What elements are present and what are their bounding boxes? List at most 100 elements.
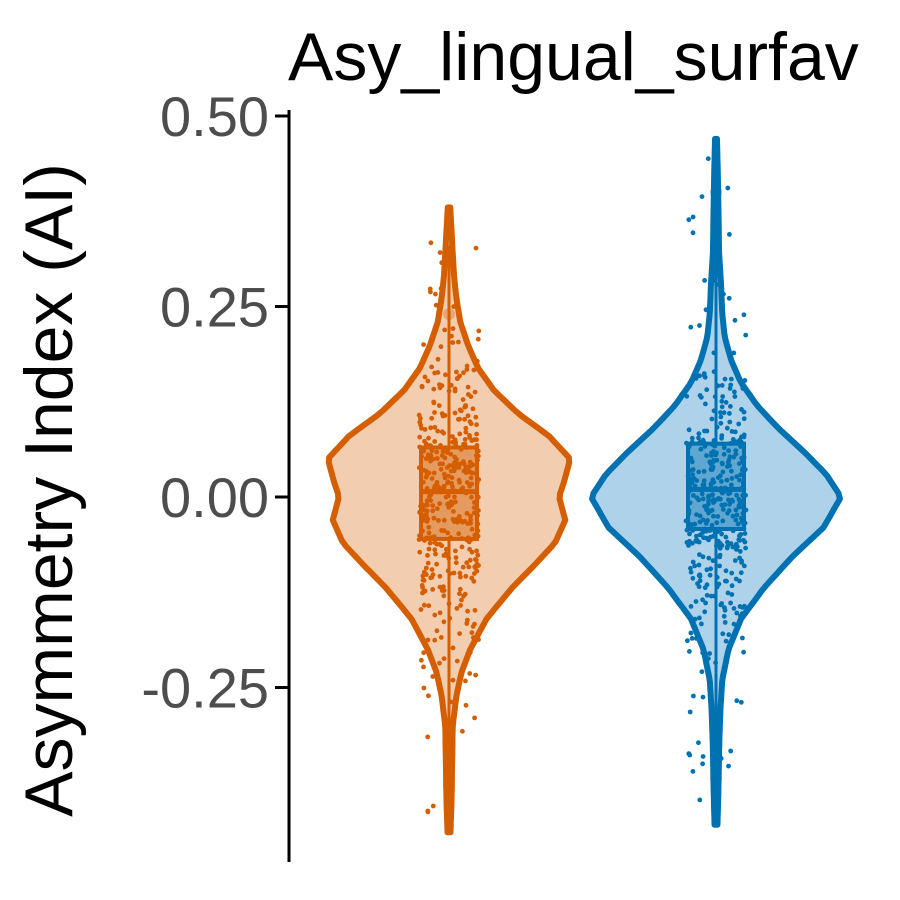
data-point [435, 428, 441, 434]
data-point [475, 448, 481, 454]
data-point [742, 378, 748, 383]
data-point [688, 565, 693, 571]
data-point [698, 394, 704, 400]
data-point [461, 459, 466, 464]
data-point [437, 660, 442, 666]
data-point [427, 540, 433, 546]
data-point [696, 469, 702, 475]
data-point [457, 480, 462, 485]
data-point [687, 531, 692, 537]
data-point [717, 541, 723, 546]
data-point [740, 635, 745, 641]
data-point [467, 435, 473, 440]
data-point [466, 464, 472, 470]
data-point [700, 694, 706, 700]
data-point [421, 685, 427, 691]
data-point [425, 502, 430, 508]
data-point [450, 326, 456, 331]
data-point [419, 454, 425, 459]
outlier-point [710, 772, 722, 785]
data-point [454, 369, 459, 375]
data-point [690, 467, 696, 472]
data-point [741, 312, 747, 318]
data-point [701, 535, 706, 541]
data-point [737, 486, 743, 492]
data-point [705, 156, 711, 162]
data-point [718, 756, 724, 761]
data-point [437, 584, 443, 590]
data-point [468, 475, 474, 481]
data-point [471, 505, 477, 510]
data-point [452, 488, 458, 494]
data-point [689, 439, 695, 445]
data-point [714, 450, 719, 456]
data-point [443, 372, 448, 378]
data-point [707, 651, 712, 656]
data-point [425, 560, 431, 566]
data-point [702, 428, 707, 434]
data-point [476, 508, 481, 513]
data-point [721, 291, 726, 297]
data-point [457, 461, 463, 467]
data-point [699, 621, 704, 627]
data-point [700, 517, 706, 523]
data-point [419, 583, 425, 588]
data-point [702, 503, 707, 509]
data-point [430, 456, 436, 462]
data-point [742, 531, 748, 536]
data-point [709, 507, 715, 513]
data-point [475, 336, 481, 342]
violin-body [325, 204, 573, 836]
data-point [424, 508, 430, 514]
data-point [473, 471, 479, 477]
data-point [733, 448, 739, 453]
data-point [701, 469, 707, 474]
data-point [719, 479, 724, 484]
data-point [450, 434, 455, 439]
data-point [468, 421, 474, 427]
data-point [475, 494, 481, 500]
data-point [437, 250, 443, 256]
data-point [732, 439, 738, 444]
data-point [467, 671, 473, 676]
data-point [469, 630, 475, 635]
data-point [441, 588, 447, 593]
data-point [690, 528, 696, 533]
data-point [445, 568, 451, 574]
data-point [686, 489, 692, 494]
data-point [444, 450, 450, 455]
data-point [425, 637, 431, 643]
data-point [437, 501, 443, 506]
data-point [470, 406, 476, 412]
data-point [697, 572, 703, 578]
data-point [462, 404, 468, 410]
data-point [421, 602, 427, 608]
data-point [417, 434, 423, 440]
data-point [720, 469, 726, 475]
data-point [714, 575, 720, 580]
data-point [737, 461, 742, 466]
data-point [441, 656, 447, 661]
data-point [686, 521, 692, 527]
data-point [724, 425, 730, 431]
data-point [431, 534, 437, 539]
data-point [429, 448, 435, 453]
data-point [690, 769, 696, 774]
data-point [711, 438, 717, 443]
data-point [441, 619, 447, 625]
data-point [469, 481, 475, 487]
data-point [690, 559, 696, 565]
data-point [717, 528, 722, 534]
data-point [686, 217, 692, 223]
data-point [734, 492, 739, 498]
data-point [432, 370, 438, 376]
data-point [711, 457, 717, 463]
chart-title: Asy_lingual_surfav [288, 19, 859, 95]
data-point [719, 398, 725, 404]
data-point [433, 551, 438, 557]
data-point [688, 324, 694, 330]
data-point [464, 510, 470, 516]
data-point [743, 332, 749, 338]
data-point [703, 600, 708, 606]
data-point [417, 444, 423, 450]
